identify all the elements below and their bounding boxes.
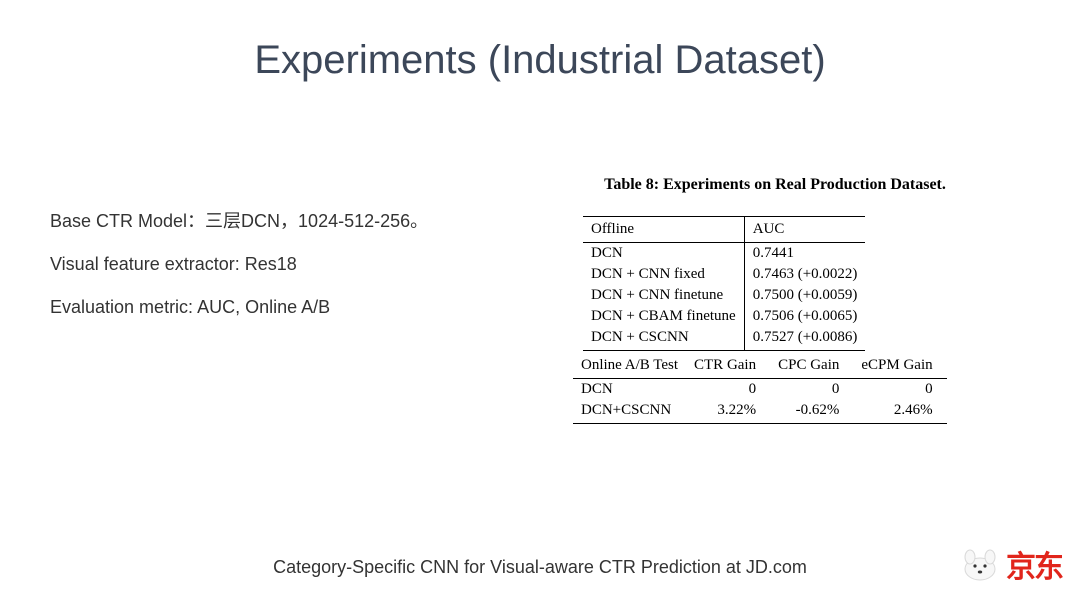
table-row: DCN 0 0 0 (573, 379, 947, 401)
offline-col-1: Offline (583, 217, 744, 243)
jd-dog-icon (960, 547, 1000, 581)
table-row: DCN 0.7441 (583, 243, 865, 265)
jd-logo: 京东 (960, 542, 1062, 586)
cell-method: DCN + CNN fixed (583, 264, 744, 285)
cell-cpc: -0.62% (770, 400, 853, 424)
desc-line-2: Visual feature extractor: Res18 (50, 243, 428, 286)
table-caption: Table 8: Experiments on Real Production … (565, 176, 985, 194)
online-col-1: Online A/B Test (573, 353, 686, 379)
cell-auc: 0.7506 (+0.0065) (744, 306, 865, 327)
table-row: DCN + CNN finetune 0.7500 (+0.0059) (583, 285, 865, 306)
offline-col-2: AUC (744, 217, 865, 243)
online-table: Online A/B Test CTR Gain CPC Gain eCPM G… (573, 353, 947, 424)
cell-method: DCN (583, 243, 744, 265)
online-col-3: CPC Gain (770, 353, 853, 379)
cell-method: DCN (573, 379, 686, 401)
cell-method: DCN+CSCNN (573, 400, 686, 424)
desc-line-3: Evaluation metric: AUC, Online A/B (50, 286, 428, 329)
table-row: DCN + CSCNN 0.7527 (+0.0086) (583, 327, 865, 351)
cell-method: DCN + CSCNN (583, 327, 744, 351)
cell-method: DCN + CBAM finetune (583, 306, 744, 327)
jd-logo-text: 京东 (1006, 542, 1062, 586)
online-col-4: eCPM Gain (853, 353, 946, 379)
cell-auc: 0.7527 (+0.0086) (744, 327, 865, 351)
slide-title: Experiments (Industrial Dataset) (0, 38, 1080, 83)
results-table: Offline AUC DCN 0.7441 DCN + CNN fixed 0… (565, 216, 955, 426)
cell-ctr: 0 (686, 379, 770, 401)
cell-auc: 0.7500 (+0.0059) (744, 285, 865, 306)
online-header-row: Online A/B Test CTR Gain CPC Gain eCPM G… (573, 353, 947, 379)
offline-header-row: Offline AUC (583, 217, 865, 243)
cell-cpc: 0 (770, 379, 853, 401)
table-row: DCN + CBAM finetune 0.7506 (+0.0065) (583, 306, 865, 327)
cell-ctr: 3.22% (686, 400, 770, 424)
table-wrapper: Offline AUC DCN 0.7441 DCN + CNN fixed 0… (565, 216, 955, 426)
table-row: DCN+CSCNN 3.22% -0.62% 2.46% (573, 400, 947, 424)
cell-ecpm: 0 (853, 379, 946, 401)
desc-line-1: Base CTR Model：三层DCN，1024-512-256。 (50, 200, 428, 243)
online-col-2: CTR Gain (686, 353, 770, 379)
cell-ecpm: 2.46% (853, 400, 946, 424)
table-row: DCN + CNN fixed 0.7463 (+0.0022) (583, 264, 865, 285)
offline-table: Offline AUC DCN 0.7441 DCN + CNN fixed 0… (583, 216, 865, 351)
cell-auc: 0.7463 (+0.0022) (744, 264, 865, 285)
cell-auc: 0.7441 (744, 243, 865, 265)
cell-method: DCN + CNN finetune (583, 285, 744, 306)
left-description-block: Base CTR Model：三层DCN，1024-512-256。 Visua… (50, 200, 428, 330)
footer-caption: Category-Specific CNN for Visual-aware C… (0, 557, 1080, 578)
